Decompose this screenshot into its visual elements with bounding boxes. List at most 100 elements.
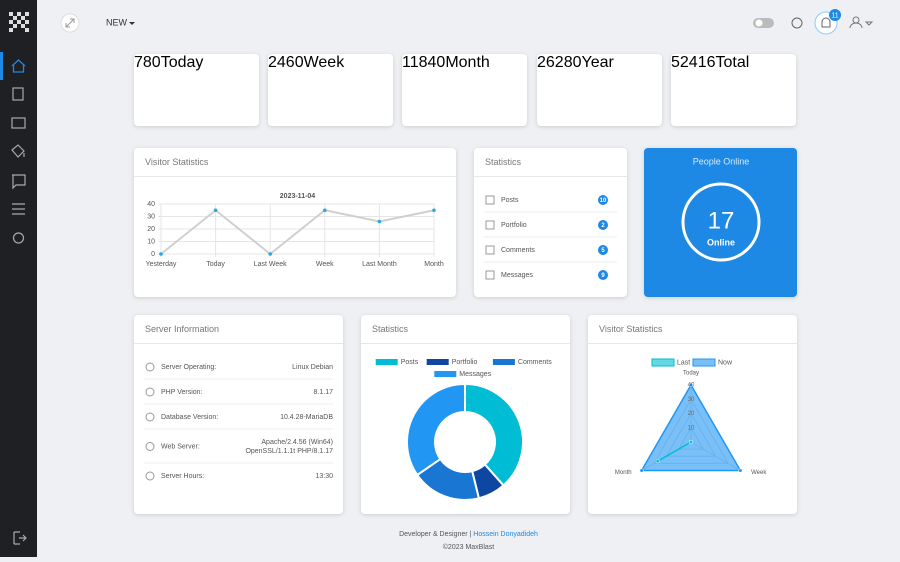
- row-icon: [145, 387, 155, 397]
- x-tick-label: Last Week: [254, 261, 287, 268]
- stat-value: 780: [134, 54, 161, 71]
- radar-chart: Last Now Today Week Month 10 20 30 40: [615, 358, 767, 476]
- active-indicator: [0, 52, 3, 80]
- item-badge: [598, 195, 608, 205]
- item-count: 9: [601, 273, 605, 279]
- stat-value: 26280: [537, 54, 582, 71]
- panel-title: Statistics: [372, 324, 409, 334]
- author-link[interactable]: Hossein Donyadideh: [473, 531, 538, 538]
- panel-title: Visitor Statistics: [145, 157, 209, 167]
- footer: Developer & Designer | Hossein Donyadide…: [37, 528, 900, 554]
- radar-point: [688, 439, 694, 445]
- online-gauge: People Online 17 Online: [681, 156, 761, 262]
- toggle-knob: [755, 19, 763, 27]
- credit: Developer & Designer |: [399, 531, 472, 538]
- axis-label: Today: [683, 371, 699, 377]
- point: [268, 252, 272, 256]
- server-rows: Server Operating: Linux Debian PHP Version…: [144, 362, 334, 481]
- divider: [134, 176, 456, 177]
- row-label: Web Server:: [161, 443, 200, 450]
- stat-card: 11840Month: [402, 54, 527, 126]
- item-count: 2: [601, 223, 605, 229]
- row-icon: [145, 412, 155, 422]
- legend-swatch: [434, 371, 457, 377]
- expand-icon: [65, 18, 75, 28]
- nav-logout[interactable]: [13, 531, 27, 545]
- panel-title: Statistics: [485, 157, 522, 167]
- divider: [361, 343, 570, 344]
- notification-badge: [829, 9, 841, 21]
- row-label: Database Version:: [161, 414, 218, 421]
- r-tick-label: 30: [688, 397, 695, 403]
- sparkline-decor: 52416Total: [671, 54, 749, 72]
- point: [159, 252, 163, 256]
- point: [213, 208, 218, 213]
- online-label: Online: [707, 237, 735, 247]
- line-chart: 2023-11-04 0 10 20 30 40 Yesterday Today Last We…: [146, 193, 444, 268]
- nav-menu[interactable]: [12, 203, 25, 215]
- statistics-card: Statistics Posts 10 Portfolio 2 Comments 5 Mes…: [474, 148, 627, 297]
- item-badge: [598, 245, 608, 255]
- panel-title: Server Information: [145, 324, 220, 334]
- stat-card: 2460Week: [268, 54, 393, 126]
- item-count: 10: [600, 198, 607, 204]
- row-value: 10.4.28-MariaDB: [280, 414, 333, 421]
- caret: [129, 22, 135, 25]
- nav-messages[interactable]: [12, 174, 26, 190]
- panel-title: Visitor Statistics: [599, 324, 663, 334]
- stat-card: 52416Total: [671, 54, 796, 126]
- nav-home[interactable]: [11, 59, 26, 73]
- menu-new[interactable]: NEW: [106, 17, 128, 27]
- stat-value: 52416: [671, 54, 716, 71]
- stat-card: 780Today: [134, 54, 259, 126]
- row-label: Server Operating:: [161, 364, 216, 371]
- sparkline-decor: 26280Year: [537, 54, 614, 72]
- online-ring: [681, 182, 761, 262]
- item-label: Portfolio: [501, 222, 527, 229]
- item-badge: [598, 270, 608, 280]
- online-card: People Online 17 Online: [644, 148, 797, 297]
- footer-line: Developer & Designer | Hossein Donyadide…: [37, 528, 900, 541]
- copyright: ©2023 MaxBlast: [442, 544, 495, 551]
- legend-label: Posts: [401, 359, 419, 366]
- doughnut-segment: [406, 382, 466, 477]
- stat-value: 2460: [268, 54, 304, 71]
- nav-portfolio[interactable]: [11, 117, 26, 129]
- stat-label: Month: [445, 54, 490, 71]
- row-label: Server Hours:: [161, 473, 204, 480]
- row-value: 13:30: [315, 473, 333, 480]
- user-button[interactable]: [852, 16, 860, 24]
- row-icon: [145, 442, 155, 451]
- row-value: OpenSSL/1.1.1t PHP/8.1.17: [245, 448, 333, 455]
- statistics-list: Posts 10 Portfolio 2 Comments 5 Messages 9: [484, 195, 617, 280]
- point: [323, 208, 327, 213]
- sparkline-decor: 2460Week: [268, 54, 344, 72]
- line: [160, 208, 435, 256]
- row-value: 8.1.17: [314, 389, 334, 396]
- chart-title: 2023-11-04: [280, 193, 316, 200]
- row-icon: [145, 362, 155, 372]
- radar-area: [640, 383, 742, 472]
- item-label: Comments: [501, 247, 535, 254]
- x-tick-label: Last Month: [362, 261, 397, 268]
- point: [377, 219, 382, 224]
- nav-theme[interactable]: [11, 144, 25, 158]
- y-tick-label: 0: [151, 251, 155, 258]
- y-tick-label: 20: [147, 226, 155, 233]
- nav-settings[interactable]: [12, 232, 25, 244]
- radar-point: [639, 468, 644, 473]
- sidebar-icons: [0, 12, 29, 545]
- item-icon: [485, 220, 495, 230]
- radar-point: [655, 459, 660, 464]
- item-count: 5: [601, 248, 605, 254]
- item-label: Messages: [501, 272, 533, 279]
- stat-label: Year: [581, 54, 614, 71]
- sparkline-decor: 780Today: [134, 54, 203, 72]
- sidebar: [0, 0, 37, 557]
- stat-value: 11840: [402, 54, 446, 71]
- legend-label: Messages: [459, 371, 491, 378]
- nav-posts[interactable]: [12, 87, 24, 101]
- item-icon: [485, 245, 495, 255]
- sparkline-decor: 11840Month: [402, 54, 490, 72]
- language-button[interactable]: [791, 17, 803, 29]
